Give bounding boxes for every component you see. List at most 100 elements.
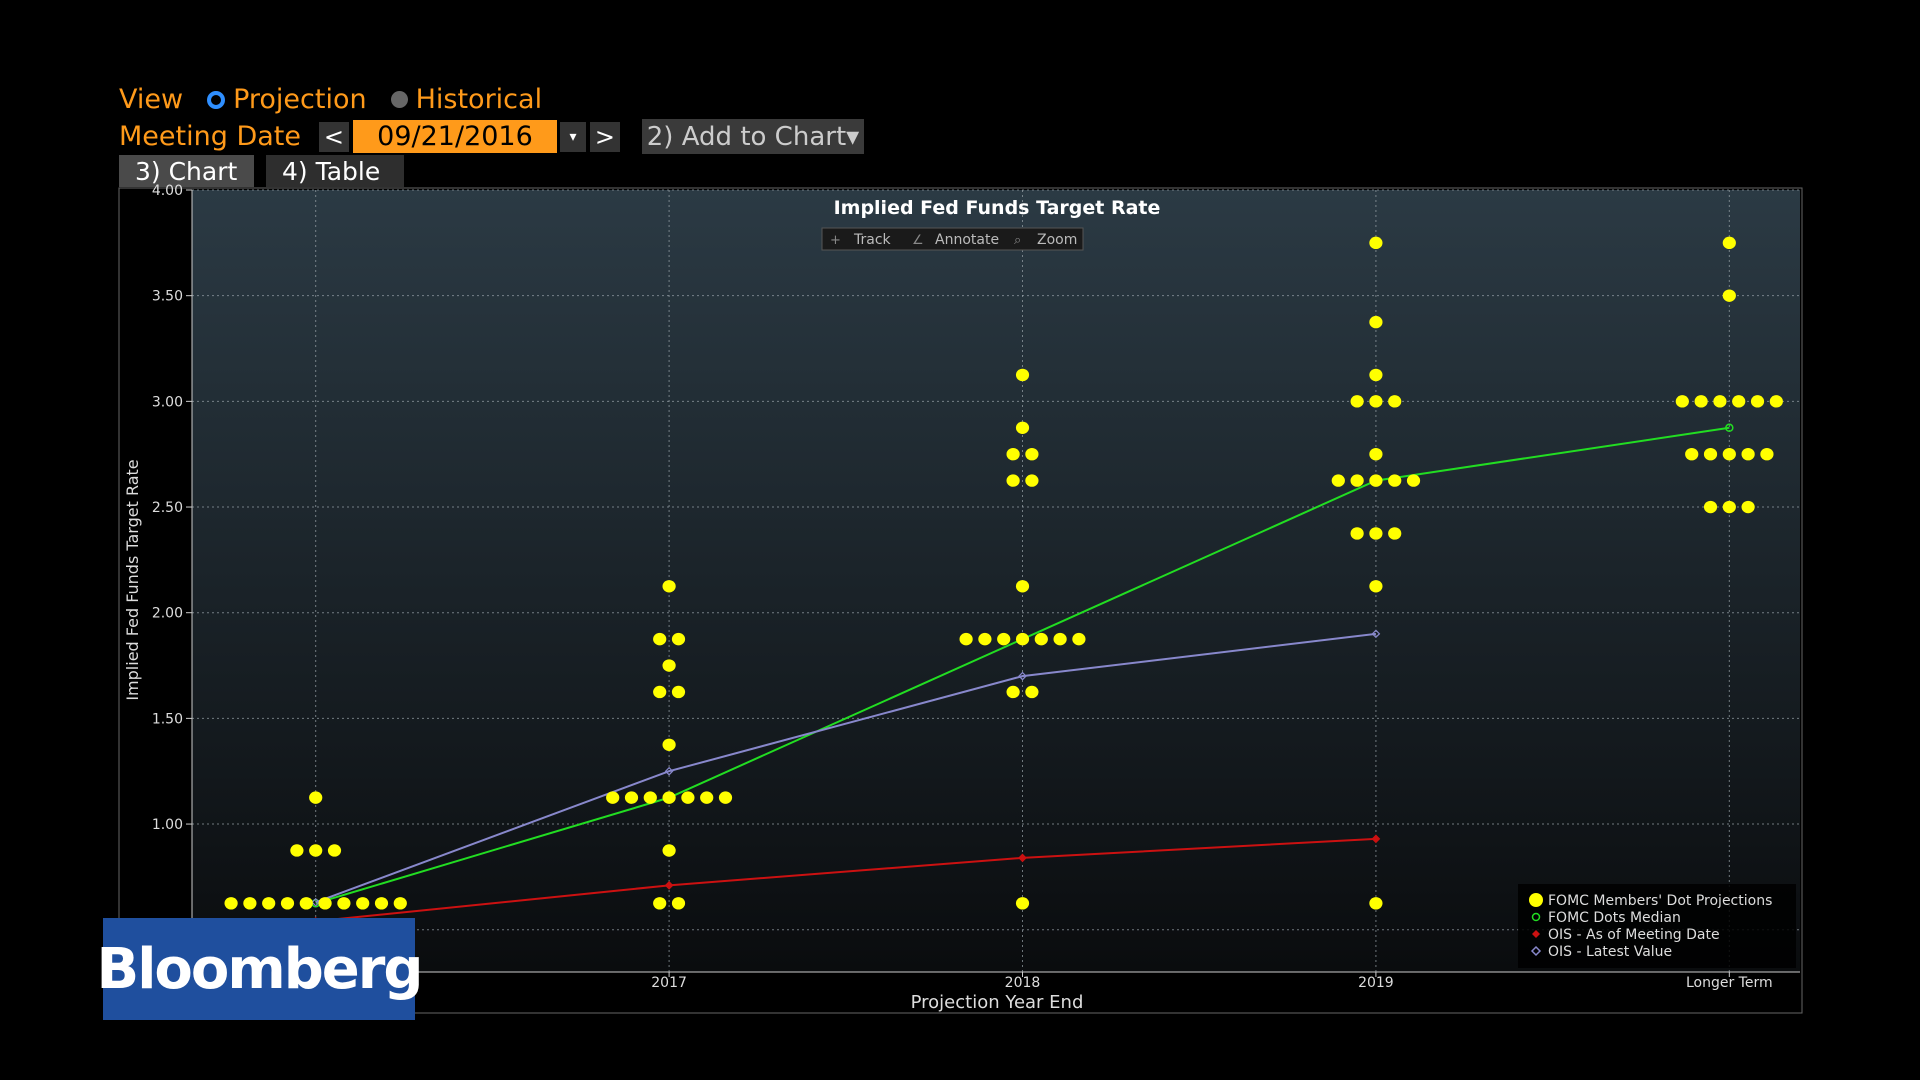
series-line-1: [315, 837, 1376, 923]
prev-date-button[interactable]: <: [318, 121, 349, 152]
ois-point: [1371, 629, 1381, 639]
dot-projection: [662, 844, 676, 857]
dot-projection: [1006, 685, 1020, 699]
projection-radio[interactable]: [207, 90, 226, 109]
ois-point: [664, 880, 674, 890]
dot-projection: [1741, 500, 1755, 514]
dot-projection: [1369, 580, 1383, 593]
dot-projection: [700, 791, 714, 804]
annotate-icon: ∠: [912, 233, 924, 248]
legend-median-label: FOMC Dots Median: [1548, 910, 1681, 926]
date-dropdown-button[interactable]: ▾: [559, 121, 586, 152]
dot-projection: [1713, 395, 1727, 408]
x-tick-label: Longer Term: [1686, 975, 1773, 991]
projection-label[interactable]: Projection: [233, 84, 367, 115]
dot-projection: [662, 791, 676, 804]
dot-projection: [1331, 474, 1345, 487]
dot-projection: [606, 791, 620, 804]
y-tick-label: 1.50: [152, 711, 183, 727]
tab-chart[interactable]: 3) Chart: [119, 155, 254, 187]
chart-title: Implied Fed Funds Target Rate: [834, 197, 1161, 219]
dot-projection: [1685, 447, 1699, 461]
y-tick-label: 3.00: [152, 394, 183, 410]
dot-projection: [318, 897, 332, 910]
dot-projection: [653, 685, 667, 699]
meeting-date-input[interactable]: 09/21/2016: [352, 120, 557, 153]
dot-projection: [1025, 447, 1039, 461]
dot-projection: [1369, 315, 1383, 329]
dot-projection: [224, 897, 238, 910]
y-tick-label: 4.00: [152, 183, 183, 199]
dot-projection: [309, 844, 323, 857]
y-tick-label: 1.00: [152, 817, 183, 833]
dot-projection: [1388, 474, 1402, 487]
legend-ois-meeting-label: OIS - As of Meeting Date: [1548, 927, 1720, 943]
dot-projection: [1760, 447, 1774, 461]
dot-projection: [1722, 236, 1736, 250]
dot-projection: [624, 791, 639, 804]
dot-projection: [653, 897, 667, 910]
track-button[interactable]: Track: [853, 232, 892, 248]
dot-projection: [1015, 632, 1030, 646]
dot-projection: [1722, 447, 1736, 461]
median-point: [1725, 423, 1734, 433]
dot-projection: [662, 659, 676, 672]
ois-point: [1018, 853, 1027, 863]
dot-projection: [1369, 447, 1383, 461]
dot-projection: [1732, 395, 1746, 408]
historical-label[interactable]: Historical: [415, 84, 543, 115]
x-tick-label: 2019: [1358, 975, 1394, 991]
y-tick-label: 3.50: [152, 289, 183, 305]
dot-projection: [1350, 395, 1364, 408]
dot-projection: [1694, 395, 1708, 408]
dot-projection: [1369, 474, 1383, 487]
x-axis-label: Projection Year End: [911, 992, 1084, 1013]
dot-projection: [1369, 527, 1383, 540]
dot-projection: [1006, 474, 1020, 487]
meeting-date-label: Meeting Date: [119, 121, 301, 152]
dot-projection: [243, 897, 257, 910]
ois-point: [664, 766, 674, 776]
plot-area: [192, 190, 1800, 972]
historical-radio[interactable]: [390, 91, 408, 108]
x-tick-label: 2018: [1005, 975, 1041, 991]
series-line-2: [315, 632, 1377, 904]
zoom-icon: ⌕: [1014, 233, 1021, 248]
dot-projection: [1675, 395, 1689, 408]
dot-projection: [1025, 685, 1039, 699]
dot-projection: [290, 844, 304, 857]
y-tick-label: 2.00: [152, 606, 183, 622]
dot-projection: [1722, 500, 1736, 514]
legend-median-marker: [1531, 912, 1541, 922]
tab-table[interactable]: 4) Table: [266, 155, 404, 187]
zoom-button[interactable]: Zoom: [1037, 232, 1077, 248]
dot-projection: [1703, 500, 1718, 514]
legend-ois-latest-label: OIS - Latest Value: [1548, 944, 1672, 960]
dot-projection: [1406, 474, 1421, 487]
legend-ois-latest-marker: [1530, 945, 1542, 957]
legend-dots-label: FOMC Members' Dot Projections: [1548, 893, 1772, 909]
dot-projection: [327, 844, 342, 857]
annotate-button[interactable]: Annotate: [935, 232, 999, 248]
view-row: View Projection Historical: [119, 84, 542, 115]
dot-projection: [1053, 632, 1067, 646]
dot-projection: [1034, 632, 1048, 646]
dot-projection: [1769, 395, 1783, 408]
dot-projection: [299, 897, 313, 910]
dot-projection: [978, 632, 992, 646]
dot-projection: [1015, 580, 1030, 593]
dot-projection: [1350, 474, 1364, 487]
dot-projection: [1741, 447, 1755, 461]
dot-projection: [681, 791, 695, 804]
dot-projection: [1350, 527, 1364, 540]
add-to-chart-button[interactable]: 2) Add to Chart▾: [641, 119, 864, 154]
dot-projection: [1369, 236, 1383, 250]
view-label: View: [119, 84, 184, 115]
dot-projection: [280, 897, 295, 910]
legend-ois-meeting-marker: [1532, 930, 1540, 938]
dot-projection: [1703, 447, 1718, 461]
next-date-button[interactable]: >: [589, 121, 620, 152]
ois-point: [311, 897, 321, 907]
chart-toolbar: + Track ∠ Annotate ⌕ Zoom: [821, 227, 1084, 251]
